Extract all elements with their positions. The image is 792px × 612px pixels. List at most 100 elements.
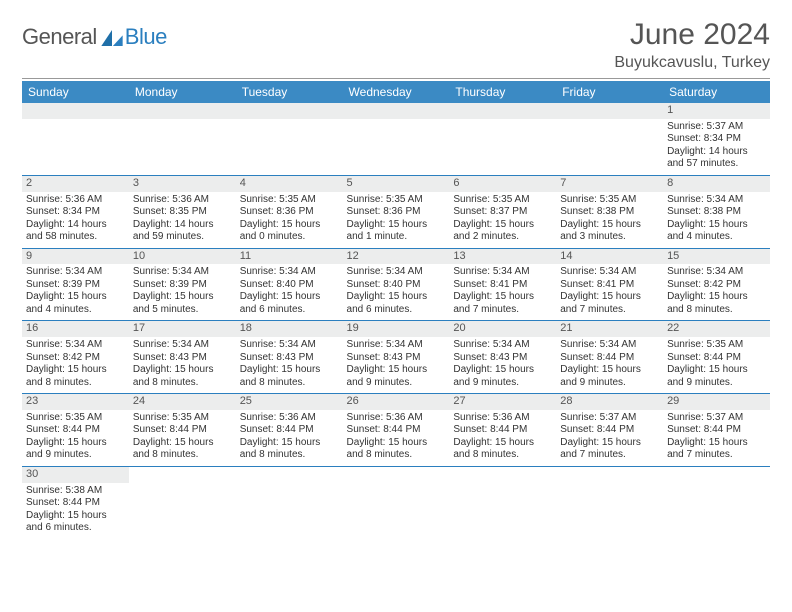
- calendar-cell: 9Sunrise: 5:34 AMSunset: 8:39 PMDaylight…: [22, 248, 129, 321]
- day-number-bar: 4: [236, 176, 343, 192]
- day-number-bar: 23: [22, 394, 129, 410]
- header: General Blue June 2024 Buyukcavuslu, Tur…: [22, 18, 770, 72]
- calendar-row: 9Sunrise: 5:34 AMSunset: 8:39 PMDaylight…: [22, 248, 770, 321]
- day-number: 11: [236, 249, 343, 265]
- calendar-cell: 11Sunrise: 5:34 AMSunset: 8:40 PMDayligh…: [236, 248, 343, 321]
- day-details: Sunrise: 5:36 AMSunset: 8:34 PMDaylight:…: [26, 194, 125, 244]
- day-number-bar: 8: [663, 176, 770, 192]
- calendar-cell: 15Sunrise: 5:34 AMSunset: 8:42 PMDayligh…: [663, 248, 770, 321]
- calendar-cell: 7 Sunrise: 5:35 AMSunset: 8:38 PMDaylight…: [556, 175, 663, 248]
- day-number: 22: [663, 321, 770, 337]
- day-number: 12: [343, 249, 450, 265]
- day-number: 14: [556, 249, 663, 265]
- day-number-bar: 17: [129, 321, 236, 337]
- calendar-cell: [343, 466, 450, 538]
- day-number: 1: [663, 103, 770, 119]
- day-details: Sunrise: 5:34 AMSunset: 8:43 PMDaylight:…: [133, 339, 232, 389]
- calendar-cell: [236, 466, 343, 538]
- day-number: 5: [343, 176, 450, 192]
- day-details: Sunrise: 5:37 AMSunset: 8:34 PMDaylight:…: [667, 121, 766, 171]
- day-details: Sunrise: 5:35 AMSunset: 8:36 PMDaylight:…: [347, 194, 446, 244]
- day-number-bar: 16: [22, 321, 129, 337]
- day-details: Sunrise: 5:34 AMSunset: 8:40 PMDaylight:…: [347, 266, 446, 316]
- calendar-cell: [556, 103, 663, 175]
- calendar-cell: 1 Sunrise: 5:37 AMSunset: 8:34 PMDaylight…: [663, 103, 770, 175]
- day-details: Sunrise: 5:36 AMSunset: 8:35 PMDaylight:…: [133, 194, 232, 244]
- calendar-cell: 13Sunrise: 5:34 AMSunset: 8:41 PMDayligh…: [449, 248, 556, 321]
- day-details: Sunrise: 5:34 AMSunset: 8:43 PMDaylight:…: [240, 339, 339, 389]
- day-details: Sunrise: 5:34 AMSunset: 8:40 PMDaylight:…: [240, 266, 339, 316]
- day-number: 17: [129, 321, 236, 337]
- day-number: 21: [556, 321, 663, 337]
- day-number-bar: 6: [449, 176, 556, 192]
- calendar-cell: 29 Sunrise: 5:37 AMSunset: 8:44 PMDayligh…: [663, 394, 770, 467]
- day-details: Sunrise: 5:37 AMSunset: 8:44 PMDaylight:…: [667, 412, 766, 462]
- calendar-row: 23Sunrise: 5:35 AMSunset: 8:44 PMDayligh…: [22, 394, 770, 467]
- calendar-cell: 10Sunrise: 5:34 AMSunset: 8:39 PMDayligh…: [129, 248, 236, 321]
- day-number-bar: 9: [22, 249, 129, 265]
- day-number: 4: [236, 176, 343, 192]
- logo: General Blue: [22, 24, 167, 50]
- day-number-bar: 2: [22, 176, 129, 192]
- month-title: June 2024: [614, 18, 770, 52]
- calendar-cell: [663, 466, 770, 538]
- calendar-cell: 27 Sunrise: 5:36 AMSunset: 8:44 PMDayligh…: [449, 394, 556, 467]
- header-divider: [22, 78, 770, 79]
- day-details: Sunrise: 5:34 AMSunset: 8:43 PMDaylight:…: [347, 339, 446, 389]
- calendar-cell: 20Sunrise: 5:34 AMSunset: 8:43 PMDayligh…: [449, 321, 556, 394]
- calendar-cell: 12Sunrise: 5:34 AMSunset: 8:40 PMDayligh…: [343, 248, 450, 321]
- calendar-cell: 8 Sunrise: 5:34 AMSunset: 8:38 PMDaylight…: [663, 175, 770, 248]
- day-number-bar: 29: [663, 394, 770, 410]
- day-number: 13: [449, 249, 556, 265]
- day-details: Sunrise: 5:35 AMSunset: 8:38 PMDaylight:…: [560, 194, 659, 244]
- calendar-row: 2 Sunrise: 5:36 AMSunset: 8:34 PMDaylight…: [22, 175, 770, 248]
- day-number-bar: 14: [556, 249, 663, 265]
- day-number: 16: [22, 321, 129, 337]
- day-details: Sunrise: 5:34 AMSunset: 8:42 PMDaylight:…: [26, 339, 125, 389]
- day-details: Sunrise: 5:36 AMSunset: 8:44 PMDaylight:…: [453, 412, 552, 462]
- day-number: 10: [129, 249, 236, 265]
- location: Buyukcavuslu, Turkey: [614, 54, 770, 72]
- day-details: Sunrise: 5:35 AMSunset: 8:37 PMDaylight:…: [453, 194, 552, 244]
- calendar-cell: [22, 103, 129, 175]
- day-number-bar: 27: [449, 394, 556, 410]
- calendar-row: 30Sunrise: 5:38 AMSunset: 8:44 PMDayligh…: [22, 466, 770, 538]
- weekday-header: Monday: [129, 81, 236, 103]
- day-details: Sunrise: 5:34 AMSunset: 8:38 PMDaylight:…: [667, 194, 766, 244]
- calendar-row: 1 Sunrise: 5:37 AMSunset: 8:34 PMDaylight…: [22, 103, 770, 175]
- day-number: 26: [343, 394, 450, 410]
- day-number-bar: 26: [343, 394, 450, 410]
- calendar-cell: 22Sunrise: 5:35 AMSunset: 8:44 PMDayligh…: [663, 321, 770, 394]
- day-number: 29: [663, 394, 770, 410]
- day-number-bar: 25: [236, 394, 343, 410]
- logo-sail-icon: [101, 30, 123, 46]
- calendar-cell: 28Sunrise: 5:37 AMSunset: 8:44 PMDayligh…: [556, 394, 663, 467]
- day-number-bar: 28: [556, 394, 663, 410]
- day-number-bar: 1: [663, 103, 770, 119]
- calendar-cell: 14Sunrise: 5:34 AMSunset: 8:41 PMDayligh…: [556, 248, 663, 321]
- day-number: 28: [556, 394, 663, 410]
- weekday-header-row: SundayMondayTuesdayWednesdayThursdayFrid…: [22, 81, 770, 103]
- calendar-cell: 26Sunrise: 5:36 AMSunset: 8:44 PMDayligh…: [343, 394, 450, 467]
- day-number-bar: 18: [236, 321, 343, 337]
- day-details: Sunrise: 5:35 AMSunset: 8:44 PMDaylight:…: [133, 412, 232, 462]
- day-number-bar: 22: [663, 321, 770, 337]
- day-details: Sunrise: 5:34 AMSunset: 8:44 PMDaylight:…: [560, 339, 659, 389]
- calendar-cell: 24 Sunrise: 5:35 AMSunset: 8:44 PMDayligh…: [129, 394, 236, 467]
- logo-text-general: General: [22, 24, 97, 50]
- day-number: 20: [449, 321, 556, 337]
- calendar-cell: [343, 103, 450, 175]
- day-details: Sunrise: 5:36 AMSunset: 8:44 PMDaylight:…: [240, 412, 339, 462]
- day-number-bar: 12: [343, 249, 450, 265]
- calendar-table: SundayMondayTuesdayWednesdayThursdayFrid…: [22, 81, 770, 539]
- day-number-bar: 15: [663, 249, 770, 265]
- day-number-bar: 24: [129, 394, 236, 410]
- calendar-cell: [236, 103, 343, 175]
- calendar-cell: [129, 466, 236, 538]
- calendar-cell: 3 Sunrise: 5:36 AMSunset: 8:35 PMDaylight…: [129, 175, 236, 248]
- day-number: 27: [449, 394, 556, 410]
- day-number: 6: [449, 176, 556, 192]
- day-number-bar: 3: [129, 176, 236, 192]
- title-block: June 2024 Buyukcavuslu, Turkey: [614, 18, 770, 72]
- day-number: 7: [556, 176, 663, 192]
